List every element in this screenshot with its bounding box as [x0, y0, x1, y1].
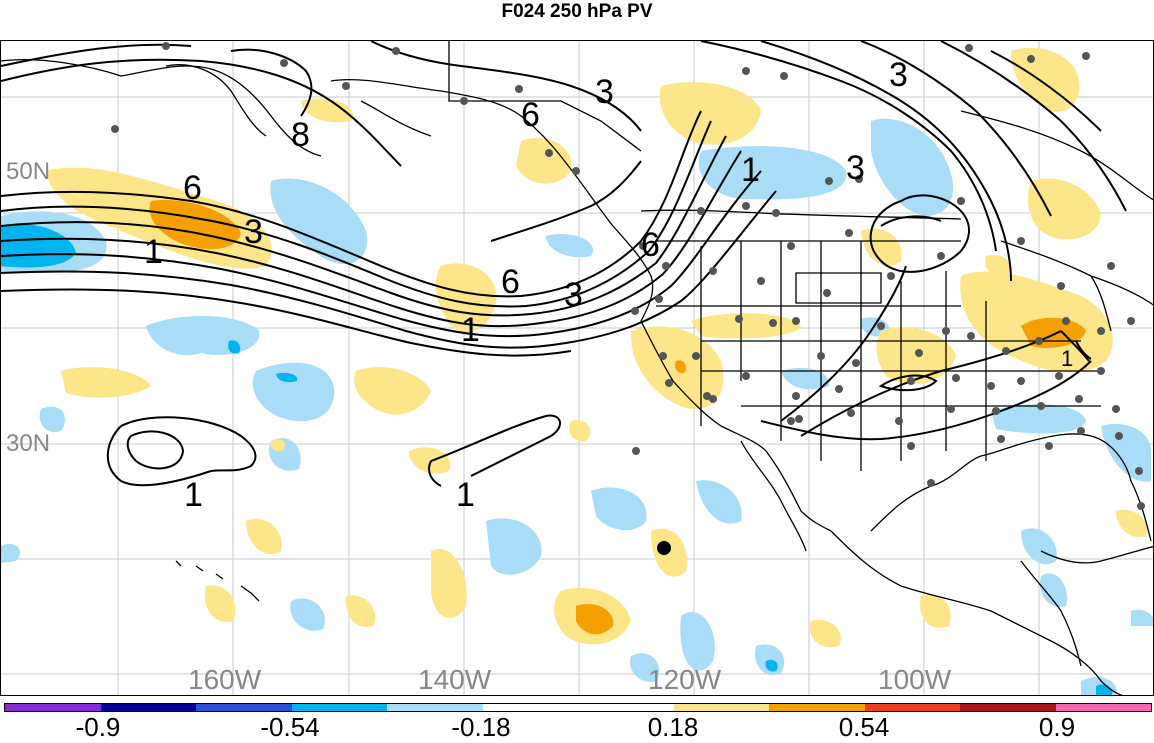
lon-label-140w: 140W	[418, 664, 492, 695]
lat-label-50n: 50N	[6, 158, 51, 185]
colorbar-tick-label: 0.9	[1038, 712, 1076, 742]
lon-label-160w: 160W	[188, 664, 262, 695]
colorbar-tick-label: 0.54	[838, 712, 890, 742]
contour-label: 3	[846, 149, 865, 187]
lat-label-30n: 30N	[6, 430, 51, 457]
map-panel: 6 3 1 6 3 1 8 6 3 1 6 3 3 1 1 1	[0, 40, 1154, 696]
contour-label: 3	[564, 276, 583, 314]
negative-anomaly-fill	[1, 118, 1153, 695]
contour-label: 1	[184, 476, 203, 514]
contour-label: 3	[244, 213, 263, 251]
colorbar-segment	[769, 704, 865, 711]
contour-label: 6	[521, 96, 540, 134]
colorbar-tick-label: -0.18	[451, 712, 511, 742]
pv-contours	[1, 41, 1127, 487]
contour-label: 3	[889, 56, 908, 94]
colorbar-segment	[100, 704, 196, 711]
colorbar-segment	[578, 704, 674, 711]
colorbar-segment	[387, 704, 483, 711]
lon-label-100w: 100W	[878, 664, 952, 695]
map-canvas: 6 3 1 6 3 1 8 6 3 1 6 3 3 1 1 1	[1, 41, 1153, 695]
colorbar-segment	[196, 704, 292, 711]
colorbar-segment	[482, 704, 578, 711]
contour-label-group: 6 3 1 6 3 1 8 6 3 1 6 3 3 1 1 1	[144, 56, 1073, 514]
contour-label: 1	[1061, 346, 1073, 371]
colorbar-tick-label: -0.54	[260, 712, 320, 742]
contour-label: 1	[456, 476, 475, 514]
colorbar-tick-label: 0.18	[647, 712, 699, 742]
colorbar-segment	[864, 704, 960, 711]
map-title: F024 250 hPa PV	[501, 1, 653, 22]
storm-marker-icon	[657, 541, 671, 555]
colorbar-segment	[291, 704, 387, 711]
colorbar-tick-label: -0.9	[75, 712, 121, 742]
contour-label: 1	[461, 311, 480, 349]
contour-label: 6	[641, 226, 660, 264]
station-dots	[111, 42, 1145, 510]
colorbar-segment	[1055, 704, 1151, 711]
contour-label: 1	[144, 233, 163, 271]
contour-label: 6	[183, 169, 202, 207]
colorbar	[4, 703, 1152, 712]
contour-label: 3	[595, 73, 614, 111]
contour-label: 1	[741, 151, 760, 189]
colorbar-segment	[673, 704, 769, 711]
colorbar-segment	[5, 704, 101, 711]
contour-label: 6	[501, 263, 520, 301]
lon-label-120w: 120W	[648, 664, 722, 695]
colorbar-segment	[960, 704, 1056, 711]
contour-label: 8	[291, 116, 310, 154]
